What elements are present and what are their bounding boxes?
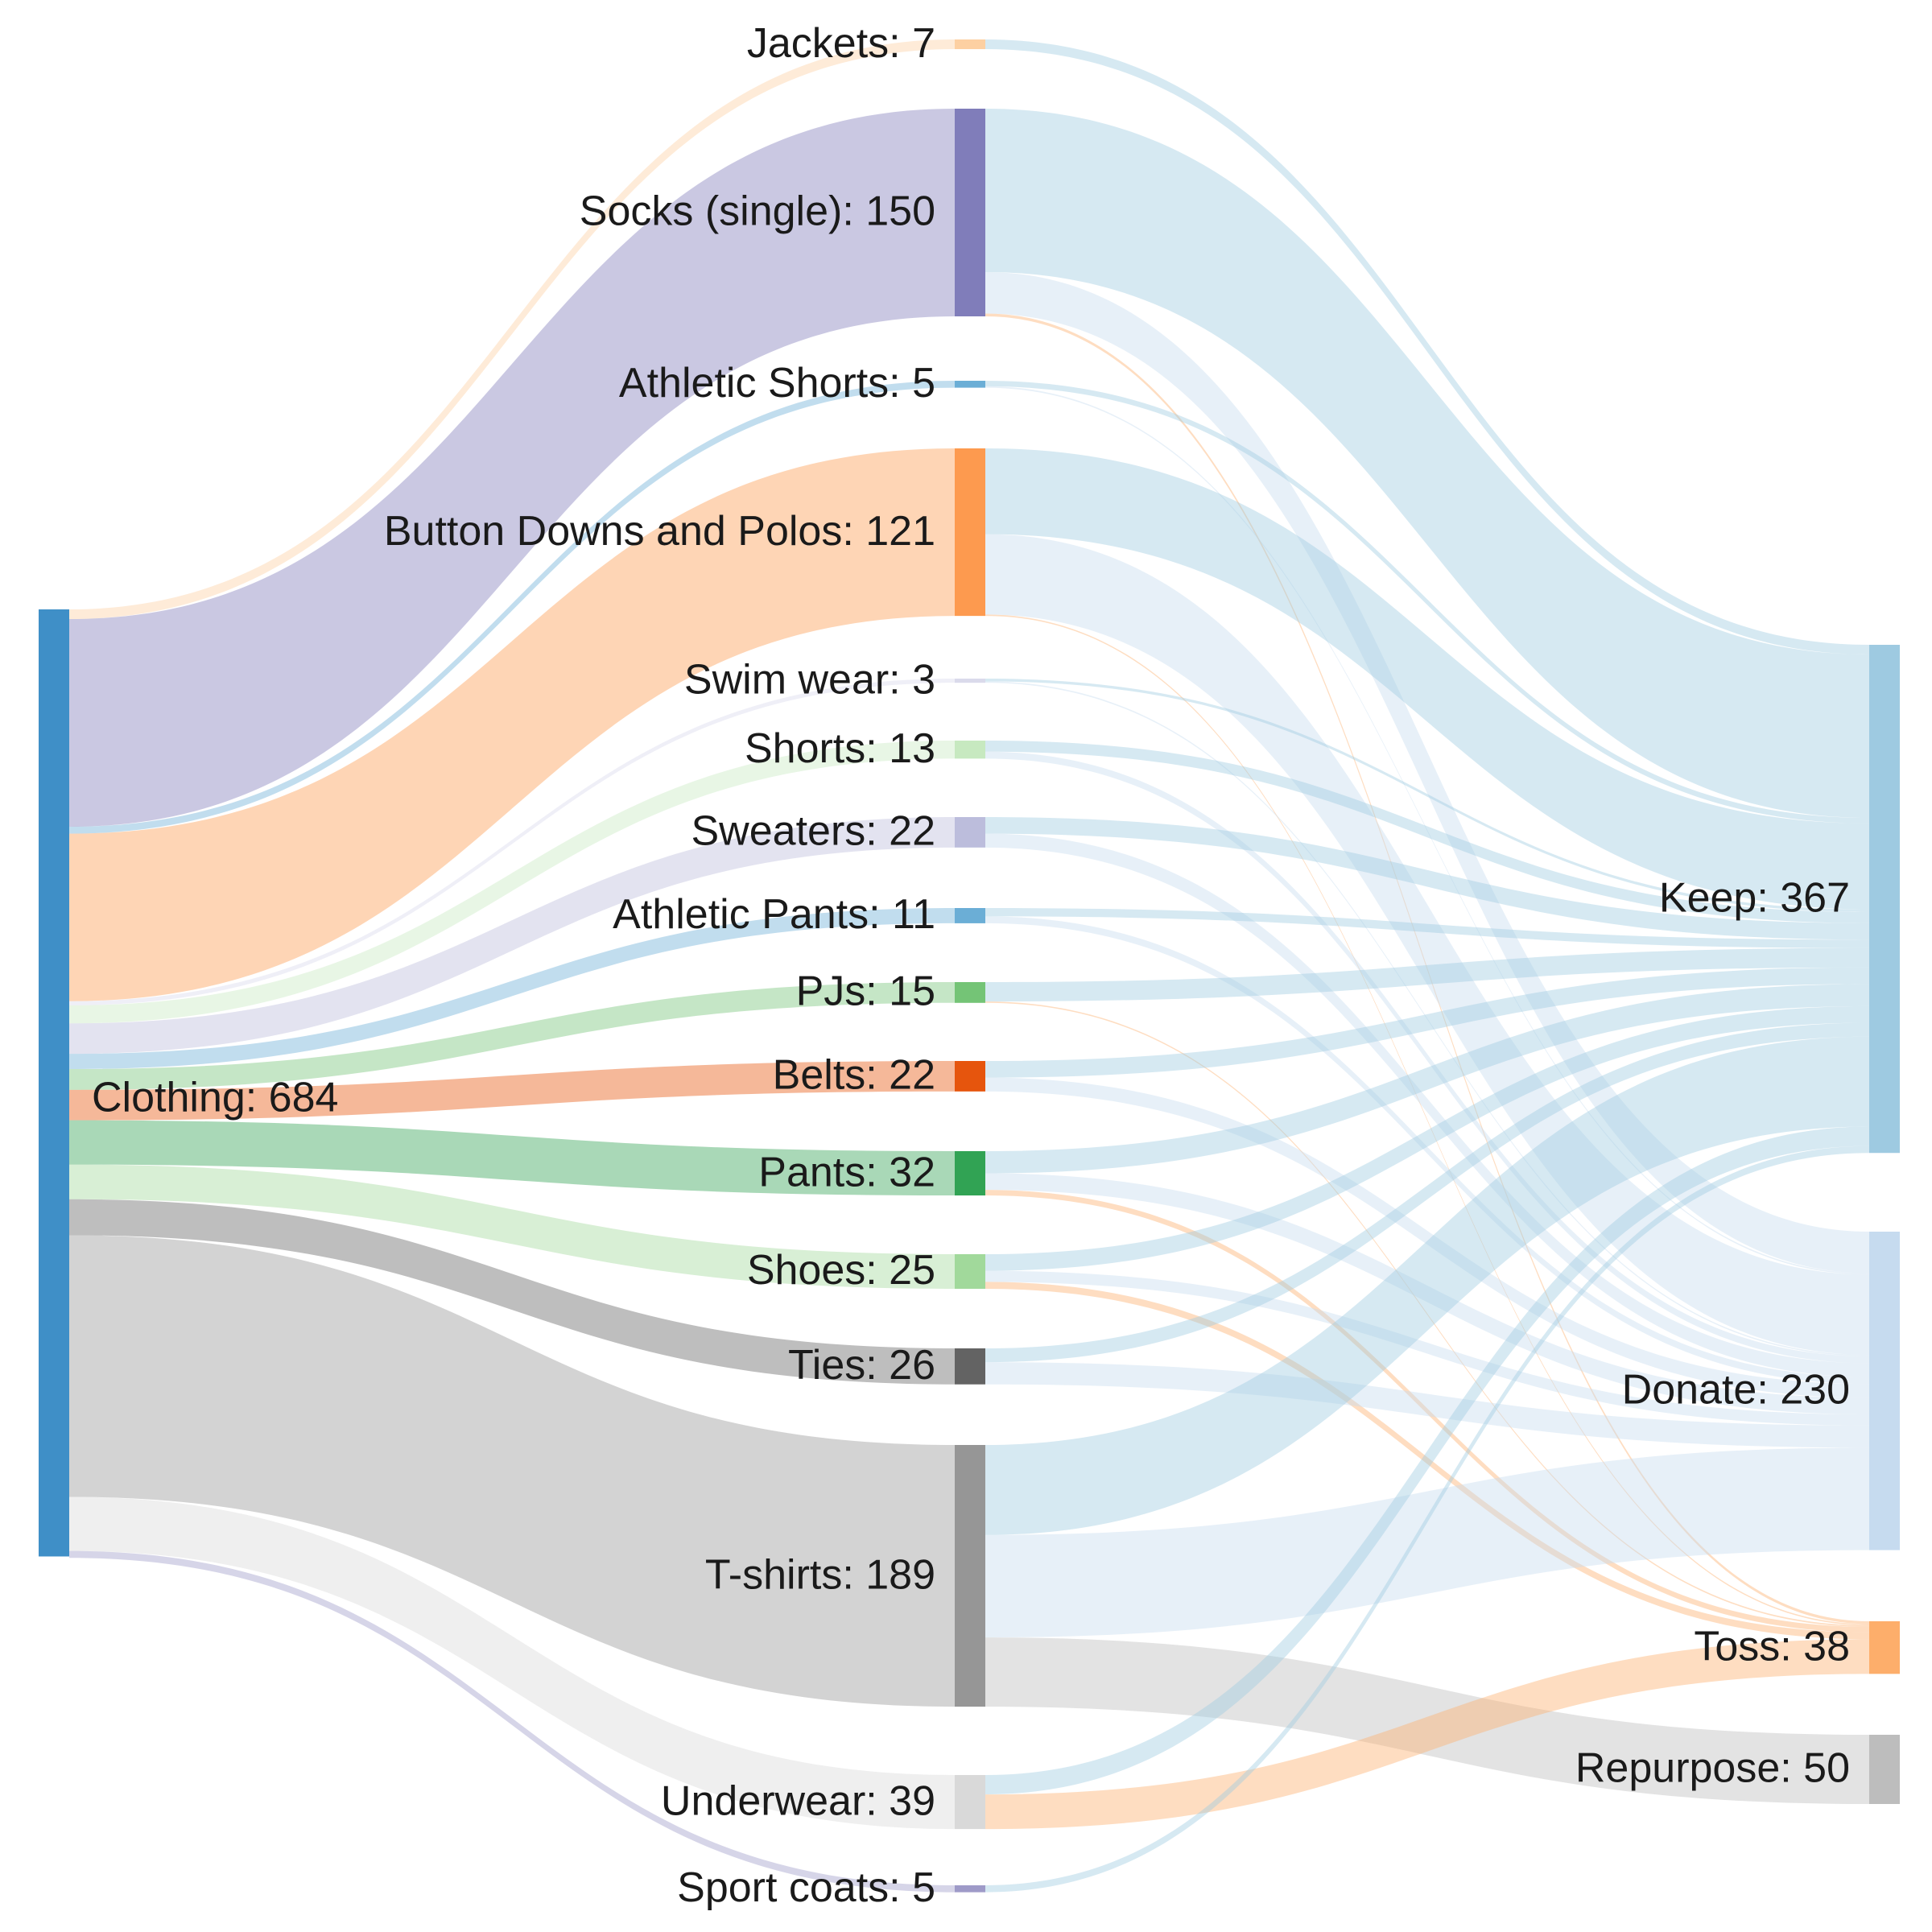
node-label-socks: Socks (single): 150 xyxy=(580,188,935,235)
node-keep[interactable] xyxy=(1869,645,1900,1154)
link-clothing-to-pjs xyxy=(69,982,955,1090)
link-button_downs-to-donate xyxy=(985,534,1869,1356)
node-sweaters[interactable] xyxy=(955,817,985,848)
node-athletic_shorts[interactable] xyxy=(955,381,985,388)
node-pjs[interactable] xyxy=(955,982,985,1003)
link-clothing-to-shoes xyxy=(69,1164,955,1289)
link-button_downs-to-keep xyxy=(985,448,1869,910)
node-label-jackets: Jackets: 7 xyxy=(747,20,935,67)
link-clothing-to-button_downs xyxy=(69,448,955,1001)
labels-layer: Clothing: 684 Jackets: 7 Socks (single): 1… xyxy=(92,20,1850,1911)
node-label-belts: Belts: 22 xyxy=(773,1052,935,1099)
link-athletic_shorts-to-keep xyxy=(985,381,1869,824)
node-socks[interactable] xyxy=(955,109,985,316)
link-shoes-to-donate xyxy=(985,1270,1869,1426)
node-button_downs[interactable] xyxy=(955,448,985,617)
link-clothing-to-sport_coats xyxy=(69,1550,955,1893)
link-belts-to-keep xyxy=(985,967,1869,1078)
link-underwear-to-keep xyxy=(985,1126,1869,1795)
link-clothing-to-tshirts xyxy=(69,1235,955,1707)
node-label-repurpose: Repurpose: 50 xyxy=(1575,1745,1850,1792)
link-shorts-to-keep xyxy=(985,741,1869,923)
link-sweaters-to-donate xyxy=(985,833,1869,1377)
node-underwear[interactable] xyxy=(955,1775,985,1830)
link-pants-to-donate xyxy=(985,1173,1869,1415)
node-label-athletic_pants: Athletic Pants: 11 xyxy=(613,891,935,938)
node-label-button_downs: Button Downs and Polos: 121 xyxy=(384,508,935,555)
node-label-sweaters: Sweaters: 22 xyxy=(691,808,936,855)
link-ties-to-donate xyxy=(985,1362,1869,1448)
link-athletic_pants-to-keep xyxy=(985,908,1869,948)
link-socks-to-toss xyxy=(985,313,1869,1624)
link-clothing-to-athletic_shorts xyxy=(69,381,955,834)
link-tshirts-to-repurpose xyxy=(985,1637,1869,1804)
link-pjs-to-keep xyxy=(985,947,1869,1002)
node-ties[interactable] xyxy=(955,1348,985,1385)
link-clothing-to-ties xyxy=(69,1199,955,1385)
node-tshirts[interactable] xyxy=(955,1445,985,1707)
node-shorts[interactable] xyxy=(955,741,985,759)
link-socks-to-donate xyxy=(985,271,1869,1274)
link-clothing-to-sweaters xyxy=(69,817,955,1055)
node-label-keep: Keep: 367 xyxy=(1659,874,1850,921)
link-socks-to-keep xyxy=(985,109,1869,818)
link-shoes-to-toss xyxy=(985,1282,1869,1640)
node-repurpose[interactable] xyxy=(1869,1735,1900,1804)
link-pants-to-toss xyxy=(985,1190,1869,1633)
node-shoes[interactable] xyxy=(955,1254,985,1289)
link-underwear-to-toss xyxy=(985,1639,1869,1830)
node-label-toss: Toss: 38 xyxy=(1694,1623,1850,1670)
link-shoes-to-keep xyxy=(985,1005,1869,1271)
link-tshirts-to-donate xyxy=(985,1447,1869,1638)
links-layer xyxy=(69,39,1869,1893)
link-swim_wear-to-keep xyxy=(985,679,1869,912)
link-tshirts-to-keep xyxy=(985,1036,1869,1535)
node-donate[interactable] xyxy=(1869,1232,1900,1550)
link-clothing-to-athletic_pants xyxy=(69,908,955,1070)
node-athletic_pants[interactable] xyxy=(955,908,985,923)
link-shorts-to-donate xyxy=(985,751,1869,1364)
link-sport_coats-to-keep xyxy=(985,1146,1869,1893)
node-label-clothing: Clothing: 684 xyxy=(92,1075,338,1121)
link-clothing-to-pants xyxy=(69,1120,955,1196)
node-toss[interactable] xyxy=(1869,1621,1900,1674)
node-pants[interactable] xyxy=(955,1151,985,1196)
link-clothing-to-swim_wear xyxy=(69,679,955,1005)
link-button_downs-to-toss xyxy=(985,614,1869,1626)
node-swim_wear[interactable] xyxy=(955,679,985,683)
link-ties-to-keep xyxy=(985,1022,1869,1363)
node-label-swim_wear: Swim wear: 3 xyxy=(684,656,935,703)
node-label-ties: Ties: 26 xyxy=(788,1342,935,1389)
node-sport_coats[interactable] xyxy=(955,1885,985,1893)
link-sweaters-to-keep xyxy=(985,817,1869,940)
link-belts-to-donate xyxy=(985,1077,1869,1398)
node-label-shorts: Shorts: 13 xyxy=(745,725,935,772)
link-clothing-to-belts xyxy=(69,1061,955,1121)
link-jackets-to-keep xyxy=(985,39,1869,655)
node-label-tshirts: T-shirts: 189 xyxy=(705,1551,935,1598)
node-jackets[interactable] xyxy=(955,39,985,50)
link-athletic_shorts-to-donate xyxy=(985,386,1869,1275)
nodes-layer xyxy=(39,39,1900,1893)
link-athletic_pants-to-donate xyxy=(985,916,1869,1385)
node-label-underwear: Underwear: 39 xyxy=(661,1777,935,1824)
node-label-athletic_shorts: Athletic Shorts: 5 xyxy=(619,360,935,407)
node-label-sport_coats: Sport coats: 5 xyxy=(677,1864,935,1911)
node-clothing[interactable] xyxy=(39,609,69,1557)
link-clothing-to-jackets xyxy=(69,39,955,620)
link-pjs-to-toss xyxy=(985,1001,1869,1627)
link-pants-to-keep xyxy=(985,984,1869,1174)
link-clothing-to-socks xyxy=(69,109,955,828)
node-label-donate: Donate: 230 xyxy=(1622,1367,1850,1414)
node-label-pjs: PJs: 15 xyxy=(796,968,935,1015)
link-clothing-to-shorts xyxy=(69,741,955,1024)
node-label-pants: Pants: 32 xyxy=(758,1149,935,1195)
link-swim_wear-to-donate xyxy=(985,681,1869,1356)
link-clothing-to-underwear xyxy=(69,1496,955,1830)
node-label-shoes: Shoes: 25 xyxy=(747,1247,935,1294)
node-belts[interactable] xyxy=(955,1061,985,1092)
